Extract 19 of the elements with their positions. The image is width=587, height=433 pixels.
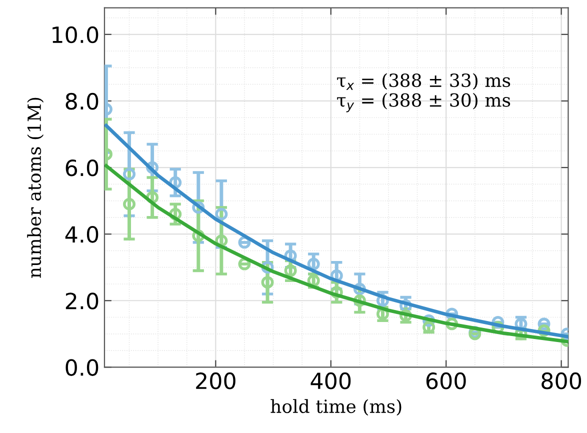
x-tick-label: 200: [196, 372, 236, 390]
y-tick-label: 2.0: [66, 292, 98, 310]
point: [284, 264, 297, 277]
y-tick-label: 4.0: [65, 226, 98, 243]
x-tick-label: 600: [426, 372, 466, 390]
annotation: τ$_{y}$ = (388 ± 30) ms: [337, 92, 510, 112]
y-axis-title: number atoms (1M): [27, 98, 44, 278]
x-tick-label: 400: [310, 372, 351, 390]
point: [123, 168, 136, 180]
y-tick-label: 0.0: [66, 359, 98, 376]
point: [123, 198, 136, 210]
point: [261, 276, 274, 289]
x-tick-label: 800: [542, 372, 582, 390]
x-axis-title: hold time (ms): [270, 399, 402, 416]
y-tick-label: 8.0: [66, 92, 98, 110]
point: [215, 208, 228, 220]
annotation: τ$_{x}$ = (388 ± 33) ms: [337, 73, 510, 90]
y-tick-label: 6.0: [66, 159, 98, 176]
y-tick-label: 10.0: [52, 26, 98, 44]
